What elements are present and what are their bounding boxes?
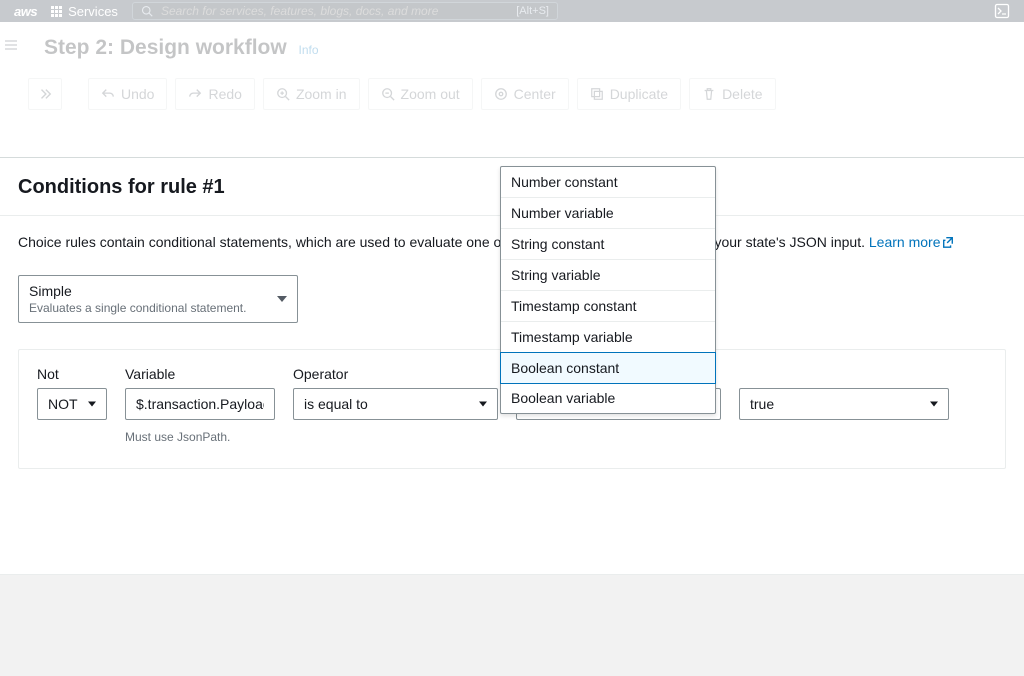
- services-label: Services: [68, 4, 118, 19]
- search-input[interactable]: [161, 4, 508, 18]
- value-select[interactable]: true: [739, 388, 949, 420]
- expand-button[interactable]: [28, 78, 62, 110]
- value-column: true: [739, 366, 949, 420]
- zoom-in-label: Zoom in: [296, 86, 347, 102]
- dropdown-option[interactable]: String variable: [501, 260, 715, 291]
- undo-button[interactable]: Undo: [88, 78, 167, 110]
- search-shortcut: [Alt+S]: [516, 5, 549, 17]
- redo-button[interactable]: Redo: [175, 78, 254, 110]
- variable-column: Variable Must use JsonPath.: [125, 366, 275, 444]
- zoom-out-button[interactable]: Zoom out: [368, 78, 473, 110]
- workflow-toolbar: Undo Redo Zoom in Zoom out Center Duplic…: [0, 70, 1024, 126]
- chevrons-right-icon: [38, 87, 52, 101]
- step-title: Step 2: Design workflow Info: [44, 36, 1006, 60]
- global-search[interactable]: [Alt+S]: [132, 2, 558, 20]
- services-menu[interactable]: Services: [51, 4, 118, 19]
- zoom-out-label: Zoom out: [401, 86, 460, 102]
- not-value: NOT: [48, 396, 78, 412]
- step-header: Step 2: Design workflow Info: [0, 22, 1024, 70]
- delete-label: Delete: [722, 86, 762, 102]
- aws-logo: aws: [14, 4, 37, 19]
- cloudshell-icon[interactable]: [994, 3, 1010, 19]
- zoom-in-button[interactable]: Zoom in: [263, 78, 360, 110]
- dropdown-option[interactable]: Number variable: [501, 198, 715, 229]
- comparison-type-dropdown[interactable]: Number constantNumber variableString con…: [500, 166, 716, 414]
- search-icon: [141, 5, 153, 17]
- operator-select[interactable]: is equal to: [293, 388, 498, 420]
- delete-button[interactable]: Delete: [689, 78, 775, 110]
- value-value: true: [750, 396, 774, 412]
- bottom-scrim: [0, 574, 1024, 676]
- panel-handle-icon[interactable]: [4, 38, 18, 52]
- dropdown-option[interactable]: Number constant: [501, 167, 715, 198]
- center-button[interactable]: Center: [481, 78, 569, 110]
- not-select[interactable]: NOT: [37, 388, 107, 420]
- dropdown-option[interactable]: Timestamp constant: [501, 291, 715, 322]
- operator-label: Operator: [293, 366, 498, 382]
- step-title-text: Step 2: Design workflow: [44, 36, 287, 59]
- operator-column: Operator is equal to: [293, 366, 498, 420]
- dropdown-option[interactable]: String constant: [501, 229, 715, 260]
- chevron-down-icon: [277, 296, 287, 302]
- mode-secondary: Evaluates a single conditional statement…: [29, 301, 267, 315]
- variable-helper: Must use JsonPath.: [125, 430, 275, 444]
- center-label: Center: [514, 86, 556, 102]
- not-label: Not: [37, 366, 107, 382]
- not-column: Not NOT: [37, 366, 107, 420]
- chevron-down-icon: [88, 402, 96, 407]
- redo-label: Redo: [208, 86, 241, 102]
- chevron-down-icon: [479, 402, 487, 407]
- grid-icon: [51, 6, 62, 17]
- operator-value: is equal to: [304, 396, 368, 412]
- external-link-icon: [942, 236, 954, 248]
- duplicate-label: Duplicate: [610, 86, 668, 102]
- value-label: [739, 366, 949, 382]
- zoom-in-icon: [276, 87, 290, 101]
- global-nav: aws Services [Alt+S]: [0, 0, 1024, 22]
- center-icon: [494, 87, 508, 101]
- condition-mode-select[interactable]: Simple Evaluates a single conditional st…: [18, 275, 298, 323]
- info-link[interactable]: Info: [299, 43, 319, 57]
- redo-icon: [188, 87, 202, 101]
- variable-input-wrapper: [125, 388, 275, 420]
- zoom-out-icon: [381, 87, 395, 101]
- mode-primary: Simple: [29, 283, 267, 299]
- undo-icon: [101, 87, 115, 101]
- duplicate-icon: [590, 87, 604, 101]
- dropdown-option[interactable]: Boolean constant: [500, 352, 716, 384]
- chevron-down-icon: [930, 402, 938, 407]
- duplicate-button[interactable]: Duplicate: [577, 78, 681, 110]
- panel-description-text: Choice rules contain conditional stateme…: [18, 234, 869, 250]
- learn-more-label: Learn more: [869, 234, 941, 250]
- dropdown-option[interactable]: Timestamp variable: [501, 322, 715, 353]
- variable-label: Variable: [125, 366, 275, 382]
- dropdown-option[interactable]: Boolean variable: [501, 383, 715, 413]
- learn-more-link[interactable]: Learn more: [869, 234, 955, 250]
- variable-input[interactable]: [136, 396, 264, 412]
- undo-label: Undo: [121, 86, 154, 102]
- trash-icon: [702, 87, 716, 101]
